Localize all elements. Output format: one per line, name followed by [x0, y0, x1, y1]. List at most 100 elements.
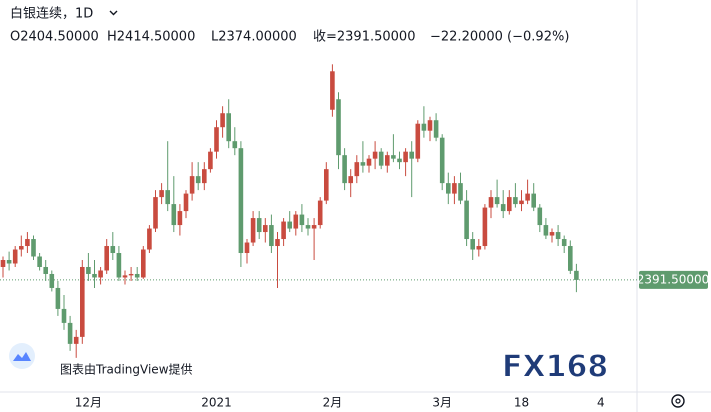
candle-body [171, 204, 177, 226]
candle-body [122, 275, 128, 278]
candle-body [159, 190, 164, 198]
candle-body [189, 176, 195, 194]
candle-body [397, 158, 402, 163]
candle-body [25, 239, 30, 247]
candle-body [49, 273, 55, 288]
candle-body [37, 256, 42, 267]
tradingview-logo-icon [13, 352, 31, 361]
candle-body [574, 270, 579, 280]
candle-body [488, 197, 494, 208]
candle-body [195, 176, 201, 184]
candle-body [500, 204, 506, 212]
candle-body [427, 120, 433, 131]
candle-body [342, 155, 347, 184]
candle-body [305, 225, 311, 229]
candle-body [43, 266, 48, 274]
candle-body [378, 151, 384, 166]
candle-body [348, 176, 353, 184]
candle-body [317, 200, 323, 226]
ohlc-value: L2374.00000 [211, 30, 297, 45]
candle-body [409, 151, 414, 159]
candle-body [494, 197, 500, 205]
candle-body [31, 239, 36, 257]
candle-body [415, 123, 421, 159]
candle-body [110, 246, 116, 254]
candle-body [433, 120, 439, 138]
candle-body [153, 197, 158, 229]
candle-body [147, 228, 152, 250]
candle-body [73, 336, 79, 344]
candle-body [281, 221, 286, 240]
candle-body [330, 71, 335, 110]
settings-icon[interactable] [671, 394, 685, 408]
candle-body [269, 225, 274, 247]
candle-body [324, 169, 329, 201]
ohlc-value: −22.20000 (−0.92%) [430, 30, 569, 45]
x-tick-label: 2021 [201, 396, 232, 410]
candle-body [202, 169, 207, 184]
candle-body [543, 225, 549, 236]
candle-body [55, 287, 61, 309]
candle-body [208, 151, 213, 170]
candle-body [238, 148, 244, 254]
x-tick-label: 2月 [323, 396, 343, 410]
ohlc-value: H2414.50000 [107, 30, 195, 45]
candle-body [549, 232, 555, 236]
interval-chevron[interactable] [109, 10, 118, 16]
candle-body [293, 214, 299, 229]
candle-body [452, 183, 457, 194]
candle-body [336, 99, 341, 156]
candle-body [403, 151, 408, 163]
candle-body [116, 253, 122, 278]
x-tick-label: 3月 [432, 396, 452, 410]
candle-body [177, 211, 183, 226]
candle-body [525, 193, 530, 201]
tradingview-logo[interactable] [9, 343, 35, 369]
candle-body [98, 270, 103, 278]
x-tick-label: 18 [514, 396, 529, 410]
x-tick-label: 4 [597, 396, 605, 410]
candle-body [226, 113, 231, 142]
symbol-title[interactable]: 白银连续，1D [10, 6, 93, 22]
candle-body [86, 266, 91, 274]
candle-body [220, 113, 225, 128]
candle-body [232, 141, 238, 149]
candle-body [507, 197, 512, 212]
last-price-box [639, 270, 708, 289]
candle-body [67, 322, 73, 344]
candle-body [61, 308, 67, 323]
candle-body [513, 197, 518, 205]
last-price-label: 2391.50000 [637, 272, 710, 286]
candle-body [482, 207, 488, 247]
candle-body [183, 193, 189, 212]
candle-body [458, 183, 463, 201]
candle-body [134, 273, 140, 278]
candle-body [244, 242, 250, 254]
ohlc-value: 收=2391.50000 [313, 30, 415, 45]
candle-body [214, 127, 219, 152]
candle-body [531, 193, 536, 208]
candle-body [439, 137, 445, 184]
candle-body [250, 218, 256, 243]
candle-body [519, 200, 524, 205]
candle-body [275, 239, 280, 247]
candle-body [366, 158, 372, 166]
x-tick-label: 12月 [75, 396, 102, 410]
candle-body [19, 246, 24, 250]
candle-body [141, 249, 146, 278]
candle-body [92, 273, 97, 278]
candle-body [311, 225, 317, 229]
candle-body [80, 266, 85, 337]
candle-body [360, 162, 366, 166]
candle-body [372, 151, 378, 159]
candle-body [421, 123, 427, 131]
candle-body [537, 207, 543, 226]
candle-body [561, 239, 567, 247]
candle-body [354, 162, 360, 177]
candle-body [385, 155, 390, 166]
attribution[interactable]: 图表由TradingView提供 [60, 362, 193, 377]
candle-body [568, 246, 573, 271]
candle-body [256, 218, 262, 233]
ohlc-value: O2404.50000 [10, 30, 99, 45]
